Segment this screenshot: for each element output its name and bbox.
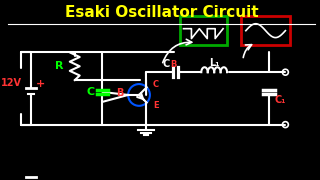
Text: R: R <box>55 61 63 71</box>
Text: C: C <box>162 59 169 69</box>
Text: C₁: C₁ <box>275 95 286 105</box>
Text: C: C <box>153 80 159 89</box>
Bar <box>180 16 227 46</box>
Text: Esaki Oscillator Circuit: Esaki Oscillator Circuit <box>65 5 259 20</box>
Bar <box>241 16 290 46</box>
Text: E: E <box>153 101 158 110</box>
Text: B: B <box>116 88 124 98</box>
Text: +: + <box>36 79 45 89</box>
Text: L₁: L₁ <box>209 58 220 68</box>
Text: B: B <box>171 60 177 69</box>
Text: 12V: 12V <box>1 78 22 88</box>
Text: C: C <box>86 87 95 97</box>
